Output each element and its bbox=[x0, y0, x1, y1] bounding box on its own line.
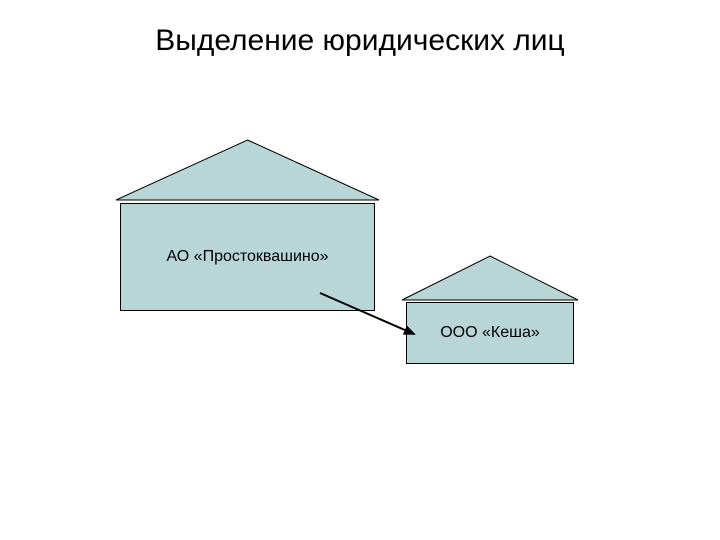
entity-label: ООО «Кеша» bbox=[440, 324, 540, 342]
entity-body: АО «Простоквашино» bbox=[120, 203, 375, 311]
entity-label: АО «Простоквашино» bbox=[166, 248, 328, 266]
page-title: Выделение юридических лиц bbox=[0, 24, 720, 58]
diagram-stage: Выделение юридических лиц АО «Простокваш… bbox=[0, 0, 720, 540]
roof-icon bbox=[400, 254, 580, 302]
roof-icon bbox=[114, 138, 381, 202]
entity-house-small: ООО «Кеша» bbox=[406, 254, 574, 364]
entity-house-large: АО «Простоквашино» bbox=[120, 138, 375, 311]
entity-body: ООО «Кеша» bbox=[406, 302, 574, 364]
